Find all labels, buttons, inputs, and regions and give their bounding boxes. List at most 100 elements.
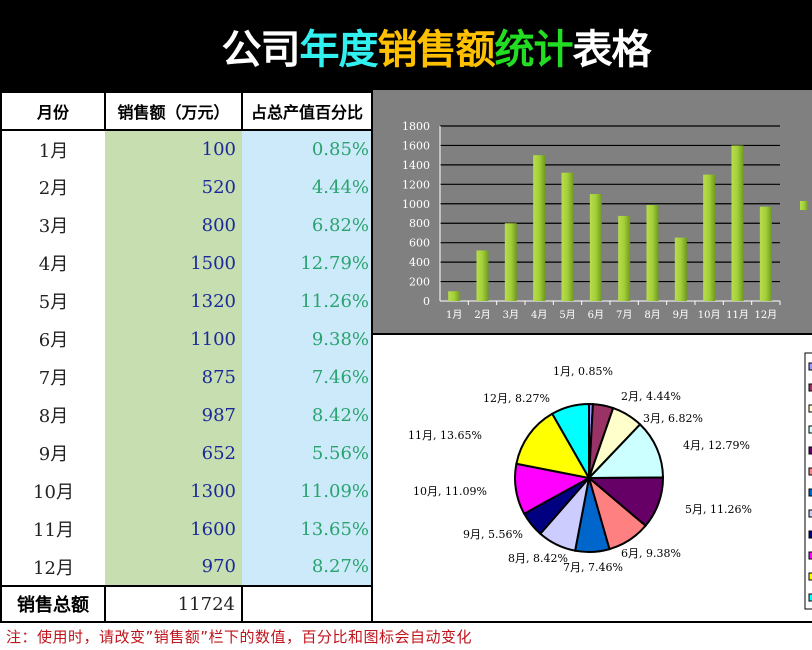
- cell-sales[interactable]: 1500: [105, 244, 242, 282]
- cell-sales[interactable]: 800: [105, 206, 242, 244]
- svg-text:7月, 7.46%: 7月, 7.46%: [563, 561, 623, 574]
- cell-sales[interactable]: 987: [105, 396, 242, 434]
- pie-slice: [515, 412, 591, 480]
- legend-swatch: [808, 593, 812, 602]
- cell-month[interactable]: 12月: [0, 548, 105, 586]
- svg-text:10月: 10月: [698, 309, 721, 321]
- bar-chart[interactable]: 0 200 400 600 800 1000 1200 1400 1600 1800 1月 2月 3月 4…: [371, 90, 812, 335]
- cell-pct[interactable]: 12.79%: [242, 244, 373, 282]
- svg-text:9月: 9月: [673, 309, 689, 321]
- header-pct[interactable]: 占总产值百分比: [241, 91, 373, 131]
- cell-sales[interactable]: 1300: [105, 472, 242, 510]
- svg-text:1600: 1600: [402, 139, 430, 152]
- cell-pct[interactable]: 7.46%: [242, 358, 373, 396]
- table-row: 6月 1100 9.38%: [0, 320, 373, 358]
- cell-month[interactable]: 3月: [0, 206, 105, 244]
- cell-pct[interactable]: 4.44%: [242, 168, 373, 206]
- svg-text:10月, 11.09%: 10月, 11.09%: [413, 485, 487, 498]
- table-header-row: 月份 销售额（万元） 占总产值百分比: [0, 91, 373, 131]
- legend-swatch: [808, 467, 812, 476]
- cell-sales[interactable]: 100: [105, 130, 242, 168]
- cell-sales[interactable]: 652: [105, 434, 242, 472]
- svg-text:1月, 0.85%: 1月, 0.85%: [553, 365, 613, 378]
- svg-text:5月, 11.26%: 5月, 11.26%: [685, 503, 752, 516]
- total-value[interactable]: 11724: [104, 585, 243, 623]
- title-segment-4: 统计: [494, 26, 574, 73]
- cell-pct[interactable]: 0.85%: [242, 130, 373, 168]
- cell-month[interactable]: 5月: [0, 282, 105, 320]
- svg-text:6月: 6月: [588, 309, 604, 321]
- table-row: 10月 1300 11.09%: [0, 472, 373, 510]
- bar-chart-plot: 0 200 400 600 800 1000 1200 1400 1600 1800 1月 2月 3月 4…: [402, 120, 808, 321]
- cell-pct[interactable]: 11.26%: [242, 282, 373, 320]
- title-segment-5: 表格: [572, 26, 652, 73]
- header-sales[interactable]: 销售额（万元）: [104, 91, 243, 131]
- sales-table: 月份 销售额（万元） 占总产值百分比 1月 100 0.85% 2月 520 4.44% 3…: [0, 91, 373, 623]
- cell-month[interactable]: 11月: [0, 510, 105, 548]
- svg-text:3月, 6.82%: 3月, 6.82%: [643, 412, 703, 425]
- svg-text:11月, 13.65%: 11月, 13.65%: [408, 429, 482, 442]
- cell-pct[interactable]: 5.56%: [242, 434, 373, 472]
- legend-swatch: [808, 383, 812, 392]
- legend-swatch: [808, 362, 812, 371]
- title-banner: 公司 年度 销售额 统计 表格: [0, 0, 812, 91]
- bar: [674, 237, 687, 301]
- svg-text:1月: 1月: [446, 309, 462, 321]
- cell-pct[interactable]: 13.65%: [242, 510, 373, 548]
- cell-sales[interactable]: 1320: [105, 282, 242, 320]
- pie-chart-plot: 1月, 0.85% 2月, 4.44% 3月, 6.82% 4月, 12.79% 5月,…: [408, 352, 812, 610]
- cell-sales[interactable]: 970: [105, 548, 242, 586]
- cell-sales[interactable]: 520: [105, 168, 242, 206]
- cell-month[interactable]: 7月: [0, 358, 105, 396]
- title-segment-1: 公司: [221, 26, 301, 73]
- legend-swatch: [808, 572, 812, 581]
- legend-swatch: [808, 530, 812, 539]
- table-row: 1月 100 0.85%: [0, 130, 373, 168]
- cell-month[interactable]: 6月: [0, 320, 105, 358]
- cell-pct[interactable]: 11.09%: [242, 472, 373, 510]
- cell-pct[interactable]: 6.82%: [242, 206, 373, 244]
- cell-sales[interactable]: 875: [105, 358, 242, 396]
- svg-text:7月: 7月: [616, 309, 632, 321]
- cell-month[interactable]: 2月: [0, 168, 105, 206]
- cell-month[interactable]: 9月: [0, 434, 105, 472]
- table-row: 11月 1600 13.65%: [0, 510, 373, 548]
- table-row: 12月 970 8.27%: [0, 548, 373, 586]
- bar: [759, 206, 772, 301]
- table-row: 8月 987 8.42%: [0, 396, 373, 434]
- svg-text:4月, 12.79%: 4月, 12.79%: [683, 439, 750, 452]
- bar: [731, 145, 744, 301]
- usage-note: 注：使用时，请改变”销售额”栏下的数值，百分比和图标会自动变化: [6, 628, 473, 646]
- cell-pct[interactable]: 8.27%: [242, 548, 373, 586]
- cell-month[interactable]: 1月: [0, 130, 105, 168]
- svg-text:11月: 11月: [726, 309, 749, 321]
- legend-swatch: [808, 509, 812, 518]
- svg-text:600: 600: [409, 237, 430, 250]
- bar: [561, 172, 574, 301]
- cell-pct[interactable]: 9.38%: [242, 320, 373, 358]
- svg-text:9月, 5.56%: 9月, 5.56%: [463, 528, 523, 541]
- bar: [448, 291, 461, 301]
- cell-month[interactable]: 8月: [0, 396, 105, 434]
- cell-pct[interactable]: 8.42%: [242, 396, 373, 434]
- legend-swatch: [808, 404, 812, 413]
- svg-text:12月, 8.27%: 12月, 8.27%: [483, 392, 550, 405]
- pie-slice: [550, 402, 590, 482]
- svg-text:5月: 5月: [559, 309, 575, 321]
- svg-text:1000: 1000: [402, 198, 430, 211]
- legend-swatch: [808, 425, 812, 434]
- total-pct[interactable]: [241, 585, 373, 623]
- total-label[interactable]: 销售总额: [0, 585, 106, 623]
- cell-sales[interactable]: 1600: [105, 510, 242, 548]
- bar: [618, 215, 631, 301]
- cell-sales[interactable]: 1100: [105, 320, 242, 358]
- legend-swatch: [808, 446, 812, 455]
- svg-text:1400: 1400: [402, 159, 430, 172]
- svg-text:2月, 4.44%: 2月, 4.44%: [621, 390, 681, 403]
- pie-chart[interactable]: 1月, 0.85% 2月, 4.44% 3月, 6.82% 4月, 12.79% 5月,…: [371, 335, 812, 623]
- header-month[interactable]: 月份: [0, 91, 106, 131]
- cell-month[interactable]: 10月: [0, 472, 105, 510]
- svg-text:8月: 8月: [644, 309, 660, 321]
- cell-month[interactable]: 4月: [0, 244, 105, 282]
- bar: [504, 223, 517, 301]
